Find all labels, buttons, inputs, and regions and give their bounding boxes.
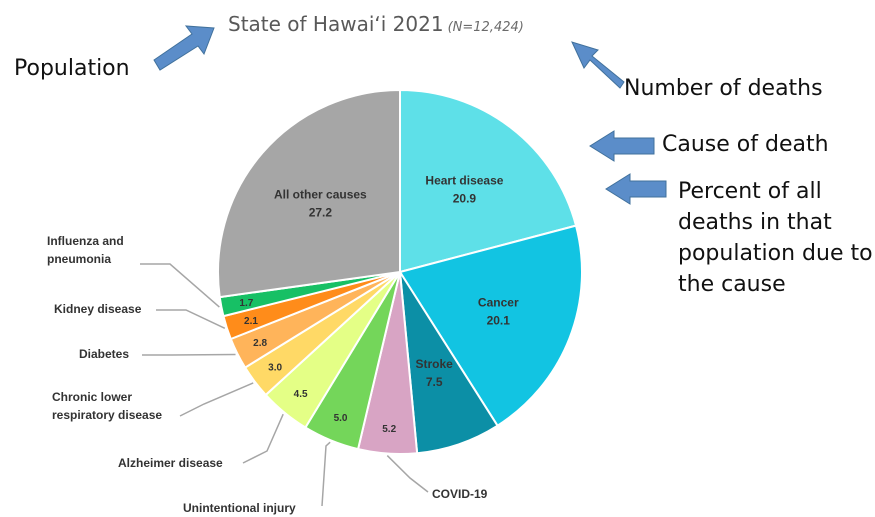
arrow-cause-of-death (588, 129, 656, 163)
slice-value-alzheimer-disease: 4.5 (294, 389, 308, 400)
callout-unintentional: Unintentional injury (183, 499, 296, 517)
slice-value-covid-19: 5.2 (382, 424, 396, 435)
slice-value-cancer: 20.1 (487, 314, 511, 328)
annotation-percent-line4: the cause (678, 269, 873, 300)
slice-label-all-other-causes: All other causes (274, 188, 367, 202)
chart-title-n: (N=12,424) (448, 20, 524, 35)
slice-value-diabetes: 2.8 (253, 338, 267, 349)
callout-alzheimer: Alzheimer disease (118, 454, 223, 472)
annotation-percent-line2: deaths in that (678, 207, 873, 238)
annotation-cause-of-death: Cause of death (662, 129, 829, 160)
annotation-percent: Percent of all deaths in that population… (678, 176, 873, 300)
annotation-population: Population (14, 53, 130, 84)
slice-label-heart-disease: Heart disease (425, 173, 503, 187)
annotation-number-of-deaths: Number of deaths (624, 73, 823, 104)
leader-line-covid-19 (387, 456, 428, 492)
callout-diabetes: Diabetes (79, 345, 129, 363)
leader-line-kidney-disease (156, 310, 225, 328)
arrow-number-of-deaths (566, 38, 626, 94)
slice-label-stroke: Stroke (416, 357, 454, 371)
leader-line-chronic-lower-respiratory-disease (180, 383, 253, 416)
leader-line-alzheimer-disease (243, 414, 283, 463)
arrow-percent (604, 172, 668, 206)
callout-covid: COVID-19 (432, 485, 487, 503)
slice-value-stroke: 7.5 (426, 375, 443, 389)
slice-value-kidney-disease: 2.1 (244, 316, 258, 327)
leader-line-unintentional-injury (322, 442, 330, 506)
callout-kidney: Kidney disease (54, 300, 141, 318)
slice-value-heart-disease: 20.9 (453, 191, 477, 205)
slice-value-chronic-lower-respiratory-disease: 3.0 (268, 362, 282, 373)
slice-value-unintentional-injury: 5.0 (334, 413, 348, 424)
annotation-percent-line3: population due to (678, 238, 873, 269)
slice-label-cancer: Cancer (478, 296, 519, 310)
leader-line-influenza-and-pneumonia (140, 264, 219, 307)
chart-title: State of Hawaiʻi 2021 (N=12,424) (228, 12, 524, 36)
slice-value-influenza-and-pneumonia: 1.7 (239, 298, 253, 309)
chart-title-text: State of Hawaiʻi 2021 (228, 12, 444, 36)
arrow-population (150, 22, 220, 74)
slice-value-all-other-causes: 27.2 (309, 206, 333, 220)
annotation-percent-line1: Percent of all (678, 176, 873, 207)
